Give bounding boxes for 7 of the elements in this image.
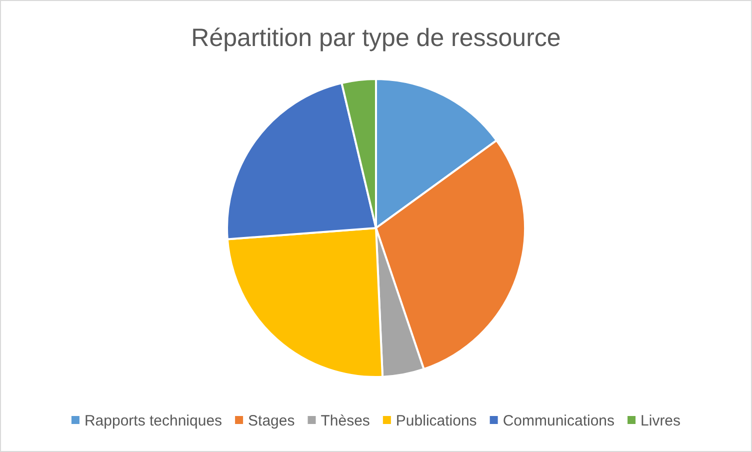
legend-label: Publications	[396, 412, 477, 430]
chart-title: Répartition par type de ressource	[191, 24, 561, 52]
legend-label: Stages	[248, 412, 295, 430]
legend-label: Livres	[640, 412, 681, 430]
legend-label: Rapports techniques	[84, 412, 222, 430]
legend-label: Communications	[502, 412, 615, 430]
legend-label: Thèses	[320, 412, 370, 430]
